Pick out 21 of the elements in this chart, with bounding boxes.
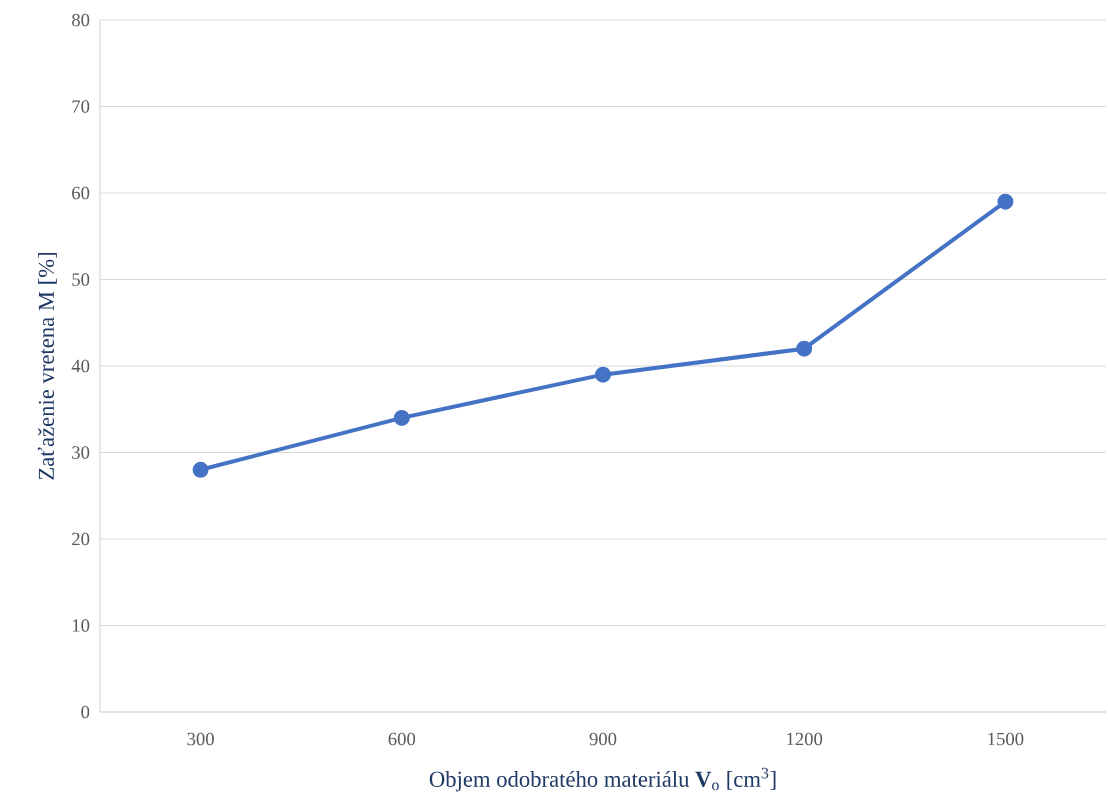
y-tick-label: 40: [71, 359, 90, 373]
y-tick-label: 80: [72, 13, 90, 27]
point: [796, 340, 813, 357]
point: [192, 461, 209, 478]
x-tick-label: 900: [589, 732, 617, 746]
point: [997, 193, 1014, 210]
y-tick-label: 70: [72, 100, 90, 113]
x-tick-label: 1500: [988, 732, 1024, 746]
y-tick-label: 50: [72, 273, 90, 286]
point: [393, 409, 410, 426]
x-axis-title: Objem odobratého materiálu V$_{o}$ [cm$^{3}$]: [429, 767, 776, 792]
y-tick-label: 10: [72, 619, 90, 632]
y-axis-title: Zaťaženie vretena M [%]: [37, 253, 57, 480]
y-tick-label: 60: [72, 186, 90, 200]
x-tick-label: 1200: [787, 732, 823, 746]
x-tick-label: 300: [187, 732, 214, 746]
y-tick-label: 30: [72, 446, 90, 459]
y-tick-label: 20: [72, 532, 90, 546]
x-tick-label: 600: [388, 732, 416, 746]
y-tick-label: 0: [81, 705, 90, 719]
point: [595, 366, 611, 383]
